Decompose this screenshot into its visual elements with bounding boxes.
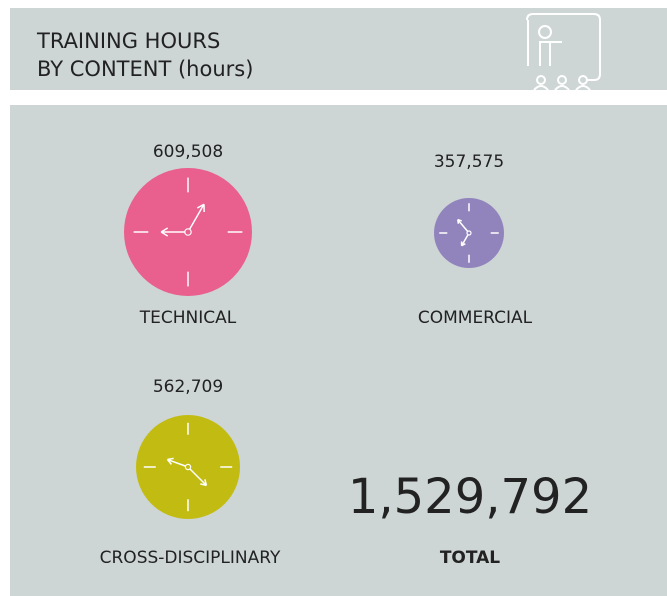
header-title: TRAINING HOURS <box>36 29 220 53</box>
item-value: 562,709 <box>153 377 223 397</box>
item-label: COMMERCIAL <box>418 308 533 328</box>
clock-hand-tip <box>461 243 466 247</box>
total-label: TOTAL <box>440 548 500 568</box>
header-panel <box>10 8 667 90</box>
clock-hand-tip <box>196 203 205 209</box>
clock-center <box>184 228 192 236</box>
total-value: 1,529,792 <box>348 469 592 525</box>
clock-center <box>466 230 472 236</box>
clock-hand-tip <box>204 479 208 486</box>
header-title: BY CONTENT (hours) <box>37 57 253 81</box>
clock-hand-tip <box>160 231 169 237</box>
clock-hand-tip <box>167 457 174 461</box>
clock-hand <box>167 458 189 468</box>
clock-hand <box>457 219 470 234</box>
item-value: 609,508 <box>153 142 223 162</box>
clock-hand-tip <box>160 227 169 233</box>
body-panel <box>10 105 667 596</box>
item-label: TECHNICAL <box>139 308 237 328</box>
clock-hand-tip <box>166 459 172 465</box>
clock-hand <box>187 466 207 486</box>
item-label: CROSS-DISCIPLINARY <box>100 548 281 568</box>
item-value: 357,575 <box>434 152 504 172</box>
clock-hand-tip <box>200 483 207 487</box>
clock-center <box>184 463 192 471</box>
clock-hand-tip <box>457 219 460 224</box>
training-icon <box>526 13 601 91</box>
clock-hand <box>187 203 205 233</box>
